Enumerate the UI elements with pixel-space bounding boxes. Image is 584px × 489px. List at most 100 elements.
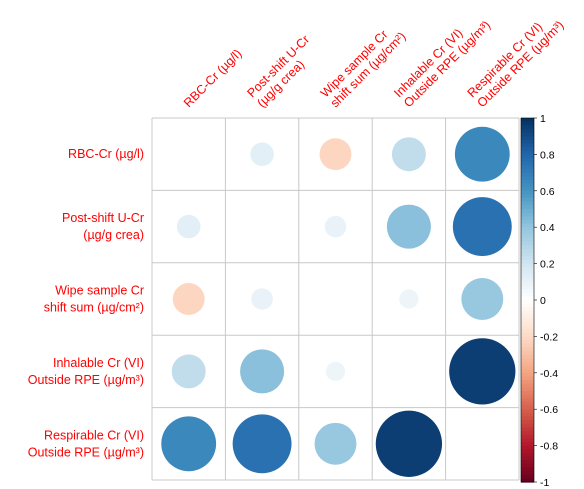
row-labels: RBC-Cr (µg/l) Post-shift U-Cr (µg/g crea) W…	[28, 147, 144, 459]
colorbar-band	[521, 434, 534, 439]
row-label: RBC-Cr (µg/l)	[68, 147, 144, 161]
colorbar-band	[521, 332, 534, 337]
correlation-circle-r3-c0	[171, 354, 206, 389]
colorbar-band	[521, 252, 534, 257]
row-label: Inhalable Cr (VI)	[53, 356, 144, 370]
column-label: Post-shift U-Cr(µg/g crea)	[244, 32, 312, 110]
colorbar-band	[521, 289, 534, 294]
correlation-circle-r2-c0	[172, 283, 205, 315]
colorbar-band	[521, 405, 534, 410]
colorbar-band	[521, 401, 534, 407]
colorbar-band	[521, 391, 534, 396]
colorbar-band	[521, 321, 534, 327]
colorbar-band	[521, 467, 534, 472]
colorbar-band	[521, 241, 534, 246]
colorbar-band	[521, 369, 534, 374]
colorbar-band	[521, 132, 534, 137]
colorbar-tick-label: -0.8	[540, 441, 558, 453]
colorbar-band	[521, 267, 534, 272]
colorbar-band	[521, 300, 534, 305]
colorbar-band	[521, 176, 534, 181]
colorbar-band	[521, 121, 534, 126]
colorbar-tick-label: -0.4	[540, 368, 558, 380]
correlation-circle-r4-c3	[375, 410, 443, 477]
correlation-circle-r2-c3	[399, 289, 419, 309]
colorbar-band	[521, 230, 534, 236]
colorbar-band	[521, 249, 534, 254]
colorbar-band	[521, 420, 534, 425]
colorbar-band	[521, 347, 534, 352]
colorbar-band	[521, 201, 534, 206]
colorbar-band	[521, 441, 534, 447]
row-label: Post-shift U-Cr	[62, 211, 144, 225]
correlation-circle-r4-c0	[161, 416, 217, 472]
colorbar-band	[521, 194, 534, 199]
colorbar-band	[521, 318, 534, 323]
colorbar-band	[521, 198, 534, 203]
colorbar-band	[521, 394, 534, 399]
colorbar-band	[521, 278, 534, 283]
colorbar-band	[521, 234, 534, 239]
colorbar-tick-label: 0.6	[540, 186, 555, 198]
colorbar-band	[521, 223, 534, 228]
colorbar-band	[521, 227, 534, 232]
colorbar-band	[521, 325, 534, 330]
colorbar-band	[521, 179, 534, 185]
colorbar-band	[521, 183, 534, 188]
colorbar-band	[521, 143, 534, 148]
colorbar-band	[521, 263, 534, 268]
colorbar-band	[521, 161, 534, 166]
correlation-circle-r1-c4	[452, 197, 512, 257]
colorbar-tick-label: 0	[540, 295, 546, 307]
correlation-circle-r4-c1	[232, 414, 292, 474]
correlation-circle-r0-c4	[454, 126, 510, 182]
colorbar-band	[521, 310, 534, 316]
colorbar-band	[521, 340, 534, 345]
row-label: (µg/g crea)	[83, 228, 144, 242]
colorbar-tick-label: 0.2	[540, 259, 555, 271]
correlation-circle-r0-c2	[319, 138, 352, 171]
correlation-circle-r1-c0	[176, 214, 201, 239]
colorbar-band	[521, 380, 534, 385]
row-label: Outside RPE (µg/m³)	[28, 373, 144, 387]
colorbar-band	[521, 245, 534, 250]
row-label: shift sum (µg/cm²)	[44, 301, 144, 315]
colorbar-band	[521, 383, 534, 388]
circle-layer	[161, 126, 516, 477]
colorbar-band	[521, 409, 534, 414]
colorbar-band	[521, 412, 534, 418]
row-label: Wipe sample Cr	[55, 284, 144, 298]
correlation-circle-r2-c1	[251, 288, 273, 310]
colorbar-band	[521, 398, 534, 403]
colorbar-band	[521, 463, 534, 469]
colorbar-band	[521, 212, 534, 217]
colorbar-tick-label: 0.8	[540, 149, 555, 161]
colorbar-band	[521, 205, 534, 210]
colorbar-tick-label: -1	[540, 477, 549, 489]
colorbar-band	[521, 431, 534, 436]
colorbar-band	[521, 147, 534, 152]
colorbar-band	[521, 270, 534, 276]
colorbar-band	[521, 329, 534, 334]
colorbar-band	[521, 361, 534, 367]
colorbar-band	[521, 256, 534, 261]
colorbar-tick-label: 0.4	[540, 222, 555, 234]
colorbar-band	[521, 452, 534, 458]
colorbar-band	[521, 350, 534, 356]
correlation-circle-r0-c1	[250, 142, 274, 166]
correlation-circle-r1-c3	[386, 204, 431, 249]
colorbar-band	[521, 449, 534, 454]
colorbar-band	[521, 216, 534, 221]
colorbar-tick-label: -0.2	[540, 331, 558, 343]
colorbar-band	[521, 336, 534, 341]
colorbar-band	[521, 296, 534, 301]
colorbar-band	[521, 358, 534, 363]
colorbar-band	[521, 303, 534, 308]
colorbar-band	[521, 354, 534, 359]
correlation-circle-r4-c2	[314, 422, 357, 465]
colorbar-band	[521, 165, 534, 170]
colorbar-band	[521, 387, 534, 392]
grid-layer	[151, 117, 520, 481]
